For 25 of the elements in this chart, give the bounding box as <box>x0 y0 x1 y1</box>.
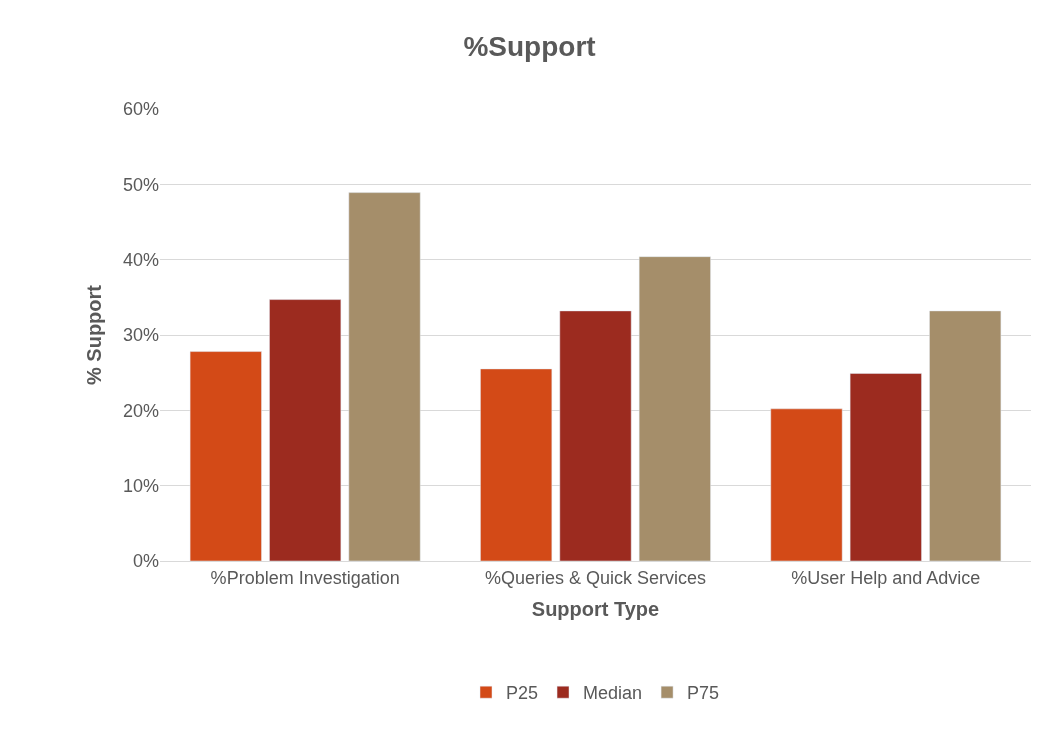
legend-label: P25 <box>506 683 539 704</box>
bar <box>770 408 843 561</box>
chart-title: %Support <box>463 31 596 63</box>
y-tick-label: 10% <box>122 475 159 496</box>
bar <box>638 256 711 561</box>
bar <box>929 310 1002 561</box>
x-axis-title: Support Type <box>531 598 660 621</box>
y-tick-label: 0% <box>132 551 159 572</box>
bar <box>480 368 553 561</box>
bar <box>559 310 632 561</box>
x-tick-label: %User Help and Advice <box>791 567 981 588</box>
y-tick-label: 40% <box>122 249 159 270</box>
bar <box>269 299 342 561</box>
y-axis-title: % Support <box>83 284 106 385</box>
x-tick-label: %Problem Investigation <box>210 567 400 588</box>
legend-label: P75 <box>687 683 720 704</box>
x-tick-label: %Queries & Quick Services <box>484 567 707 588</box>
y-tick-label: 20% <box>122 400 159 421</box>
bar <box>348 192 421 561</box>
bar <box>189 351 262 561</box>
legend-label: Median <box>583 683 643 704</box>
y-tick-label: 30% <box>122 325 159 346</box>
y-tick-label: 50% <box>122 174 159 195</box>
y-tick-label: 60% <box>122 99 159 120</box>
bar <box>849 373 922 561</box>
